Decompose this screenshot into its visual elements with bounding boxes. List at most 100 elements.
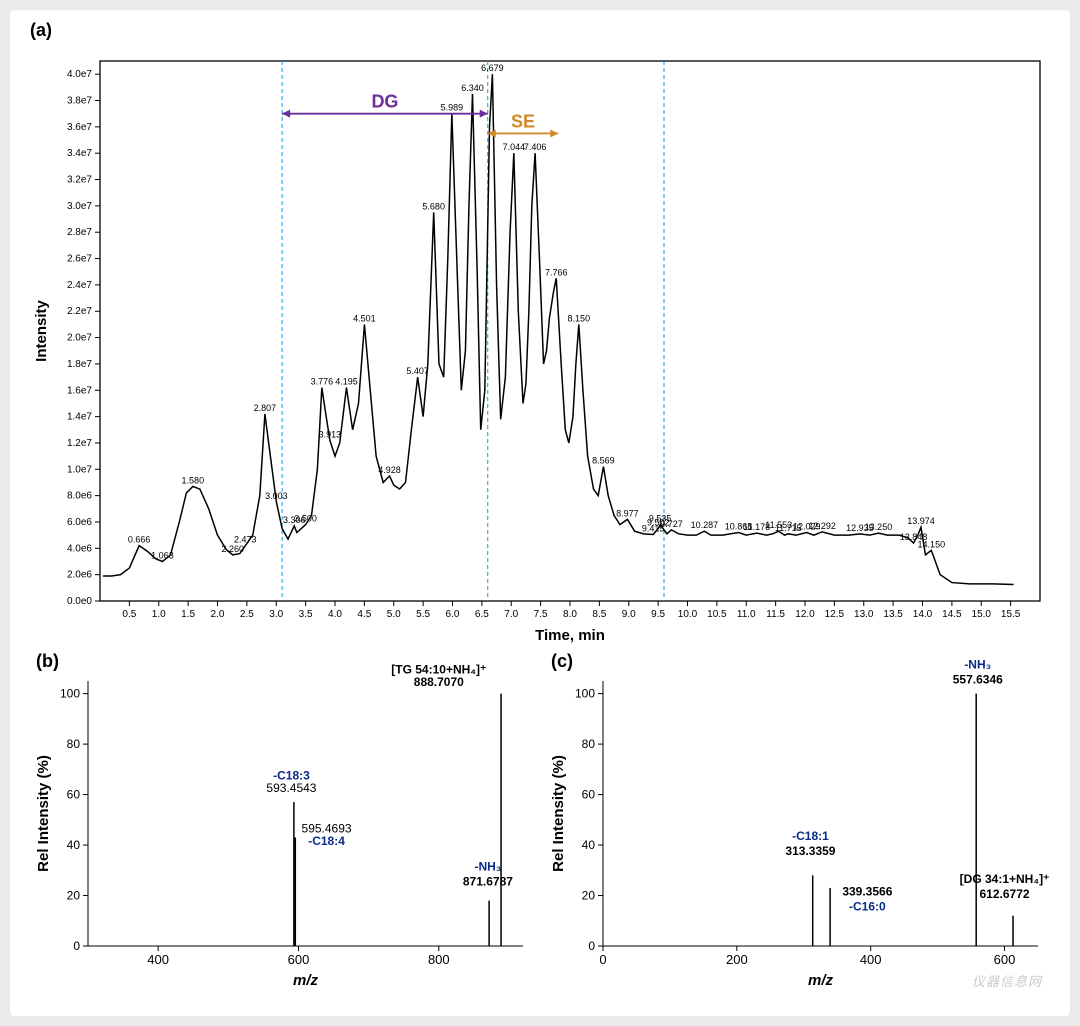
svg-text:6.340: 6.340 <box>461 83 484 93</box>
svg-text:20: 20 <box>67 889 81 903</box>
svg-text:4.0e6: 4.0e6 <box>67 543 92 554</box>
svg-text:4.0: 4.0 <box>328 609 342 620</box>
svg-text:10.5: 10.5 <box>707 609 727 620</box>
svg-text:888.7070: 888.7070 <box>414 675 464 689</box>
svg-text:4.5: 4.5 <box>357 609 371 620</box>
svg-text:3.4e7: 3.4e7 <box>67 148 92 159</box>
svg-text:13.250: 13.250 <box>865 522 893 532</box>
svg-text:1.5: 1.5 <box>181 609 195 620</box>
svg-text:3.500: 3.500 <box>294 514 317 524</box>
svg-text:14.0: 14.0 <box>913 609 933 620</box>
svg-text:40: 40 <box>67 838 81 852</box>
svg-text:4.0e7: 4.0e7 <box>67 69 92 80</box>
svg-text:7.0: 7.0 <box>504 609 518 620</box>
chromatogram-chart: 0.0e0 2.0e6 4.0e6 6.0e6 8.0e6 1.0e7 1.2e7 1.4e7… <box>30 41 1050 646</box>
svg-text:612.6772: 612.6772 <box>980 887 1030 901</box>
svg-text:5.5: 5.5 <box>416 609 430 620</box>
svg-text:2.8e7: 2.8e7 <box>67 227 92 238</box>
svg-text:7.5: 7.5 <box>534 609 548 620</box>
svg-text:2.2e7: 2.2e7 <box>67 306 92 317</box>
svg-text:3.776: 3.776 <box>311 377 334 387</box>
svg-text:339.3566: 339.3566 <box>842 885 892 899</box>
svg-text:60: 60 <box>67 788 81 802</box>
svg-text:0: 0 <box>588 939 595 953</box>
svg-text:Rel Intensity (%): Rel Intensity (%) <box>35 755 52 872</box>
svg-text:2.0e6: 2.0e6 <box>67 570 92 581</box>
svg-text:8.977: 8.977 <box>616 508 639 518</box>
svg-text:-C18:4: -C18:4 <box>308 834 345 848</box>
panel-c-label: (c) <box>551 651 573 672</box>
svg-text:3.0e7: 3.0e7 <box>67 201 92 212</box>
svg-text:3.5: 3.5 <box>299 609 313 620</box>
svg-text:4.195: 4.195 <box>335 377 358 387</box>
svg-text:80: 80 <box>67 737 81 751</box>
svg-text:12.5: 12.5 <box>825 609 845 620</box>
svg-text:8.5: 8.5 <box>592 609 606 620</box>
svg-text:14.150: 14.150 <box>918 539 946 549</box>
svg-text:3.913: 3.913 <box>319 429 342 439</box>
svg-text:6.679: 6.679 <box>481 63 504 73</box>
svg-text:-NH₃: -NH₃ <box>964 657 991 671</box>
svg-text:2.0e7: 2.0e7 <box>67 333 92 344</box>
svg-text:SE: SE <box>511 111 535 131</box>
watermark: 仪器信息网 <box>972 971 1042 990</box>
svg-text:Rel Intensity (%): Rel Intensity (%) <box>550 755 567 872</box>
svg-text:3.2e7: 3.2e7 <box>67 175 92 186</box>
svg-text:8.569: 8.569 <box>592 456 615 466</box>
svg-text:Time, min: Time, min <box>535 627 605 644</box>
svg-text:15.0: 15.0 <box>972 609 992 620</box>
svg-text:600: 600 <box>288 952 310 967</box>
svg-text:0.5: 0.5 <box>122 609 136 620</box>
svg-text:7.766: 7.766 <box>545 267 568 277</box>
svg-text:3.0: 3.0 <box>269 609 283 620</box>
svg-text:0.666: 0.666 <box>128 535 151 545</box>
svg-text:4.501: 4.501 <box>353 313 376 323</box>
svg-text:9.0: 9.0 <box>622 609 636 620</box>
ms-spectrum-c: 0204060801000200400600-C18:1313.3359339.… <box>545 651 1050 991</box>
panel-b-label: (b) <box>36 651 59 672</box>
svg-text:871.6787: 871.6787 <box>463 874 513 888</box>
svg-text:5.680: 5.680 <box>422 201 445 211</box>
svg-text:100: 100 <box>575 687 595 701</box>
svg-text:6.0e6: 6.0e6 <box>67 517 92 528</box>
svg-text:-C18:1: -C18:1 <box>792 829 829 843</box>
svg-text:13.5: 13.5 <box>883 609 903 620</box>
svg-text:12.0: 12.0 <box>795 609 815 620</box>
svg-text:60: 60 <box>582 788 596 802</box>
svg-text:2.6e7: 2.6e7 <box>67 254 92 265</box>
svg-text:313.3359: 313.3359 <box>785 844 835 858</box>
svg-text:593.4543: 593.4543 <box>266 781 316 795</box>
svg-text:400: 400 <box>860 952 882 967</box>
svg-text:14.5: 14.5 <box>942 609 962 620</box>
svg-text:2.807: 2.807 <box>254 403 277 413</box>
svg-text:100: 100 <box>60 687 80 701</box>
svg-text:8.150: 8.150 <box>568 313 591 323</box>
panel-c: (c) 0204060801000200400600-C18:1313.3359… <box>545 651 1050 996</box>
svg-text:1.4e7: 1.4e7 <box>67 412 92 423</box>
svg-text:11.0: 11.0 <box>737 609 756 620</box>
svg-text:10.0: 10.0 <box>678 609 698 620</box>
svg-text:40: 40 <box>582 838 596 852</box>
svg-text:11.5: 11.5 <box>766 609 785 620</box>
panel-a: (a) 0.0e02.0e64.0e66.0e68.0e61.0e71.2e71… <box>30 20 1050 651</box>
svg-text:3.003: 3.003 <box>265 491 288 501</box>
svg-text:0: 0 <box>73 939 80 953</box>
svg-text:-NH₃: -NH₃ <box>474 859 501 873</box>
svg-text:8.0e6: 8.0e6 <box>67 491 92 502</box>
svg-text:1.0e7: 1.0e7 <box>67 464 92 475</box>
svg-text:20: 20 <box>582 889 596 903</box>
svg-text:5.989: 5.989 <box>441 103 464 113</box>
svg-text:3.6e7: 3.6e7 <box>67 122 92 133</box>
svg-text:557.6346: 557.6346 <box>953 673 1003 687</box>
svg-text:10.287: 10.287 <box>691 520 719 530</box>
svg-text:2.260: 2.260 <box>222 544 245 554</box>
svg-text:2.0: 2.0 <box>211 609 225 620</box>
svg-text:800: 800 <box>428 952 450 967</box>
svg-text:1.2e7: 1.2e7 <box>67 438 92 449</box>
svg-text:2.4e7: 2.4e7 <box>67 280 92 291</box>
svg-text:1.063: 1.063 <box>151 550 174 560</box>
svg-text:7.044: 7.044 <box>503 142 526 152</box>
svg-text:0.0e0: 0.0e0 <box>67 596 92 607</box>
svg-text:15.5: 15.5 <box>1001 609 1021 620</box>
svg-text:5.0: 5.0 <box>387 609 401 620</box>
